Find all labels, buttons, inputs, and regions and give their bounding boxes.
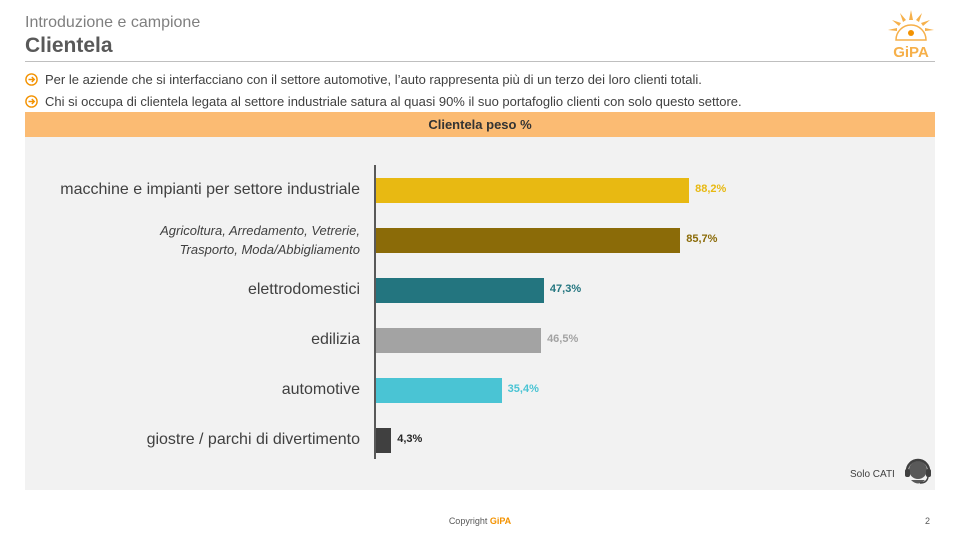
bullet-text: Chi si occupa di clientela legata al set… [45,93,742,109]
headset-icon [905,458,931,484]
bar [376,277,544,303]
bullet-text: Per le aziende che si interfacciano con … [45,71,702,87]
title-divider [25,61,935,62]
data-label: 88,2% [695,183,727,195]
gipa-logo-icon: GiPA [888,10,934,60]
data-label: 35,4% [507,383,539,395]
category-label: automotive [281,381,360,398]
bar [376,327,542,353]
category-axis [374,165,376,459]
category-label: Agricoltura, Arredamento, Vetrerie, Tras… [160,223,360,257]
data-label: 47,3% [549,283,582,295]
category-label: macchine e impianti per settore industri… [60,181,360,198]
bar [376,227,681,253]
chart-title: Clientela peso % [25,112,935,137]
bar [376,177,690,203]
arrow-right-icon [25,94,38,108]
copyright-brand: GiPA [489,516,512,526]
arrow-right-icon [25,72,38,86]
bullet-item: Per le aziende che si interfacciano con … [25,68,935,90]
data-label: 4,3% [397,433,423,445]
copyright: Copyright GiPA [0,516,960,526]
data-label: 46,5% [547,333,579,345]
bullet-item: Chi si occupa di clientela legata al set… [25,90,935,112]
category-label: giostre / parchi di divertimento [146,431,360,448]
category-label: elettrodomestici [247,281,360,298]
category-label: edilizia [311,331,360,348]
bar [376,427,392,453]
page-number: 2 [925,516,931,526]
data-label: 85,7% [686,233,718,245]
copyright-prefix: Copyright [448,516,490,526]
survey-note: Solo CATI [850,469,895,480]
slide-title: Clientela [25,34,113,57]
slide-supertitle: Introduzione e campione [25,14,201,31]
bar [376,377,502,403]
bullet-list: Per le aziende che si interfacciano con … [25,68,935,112]
logo-text: GiPA [893,44,929,60]
